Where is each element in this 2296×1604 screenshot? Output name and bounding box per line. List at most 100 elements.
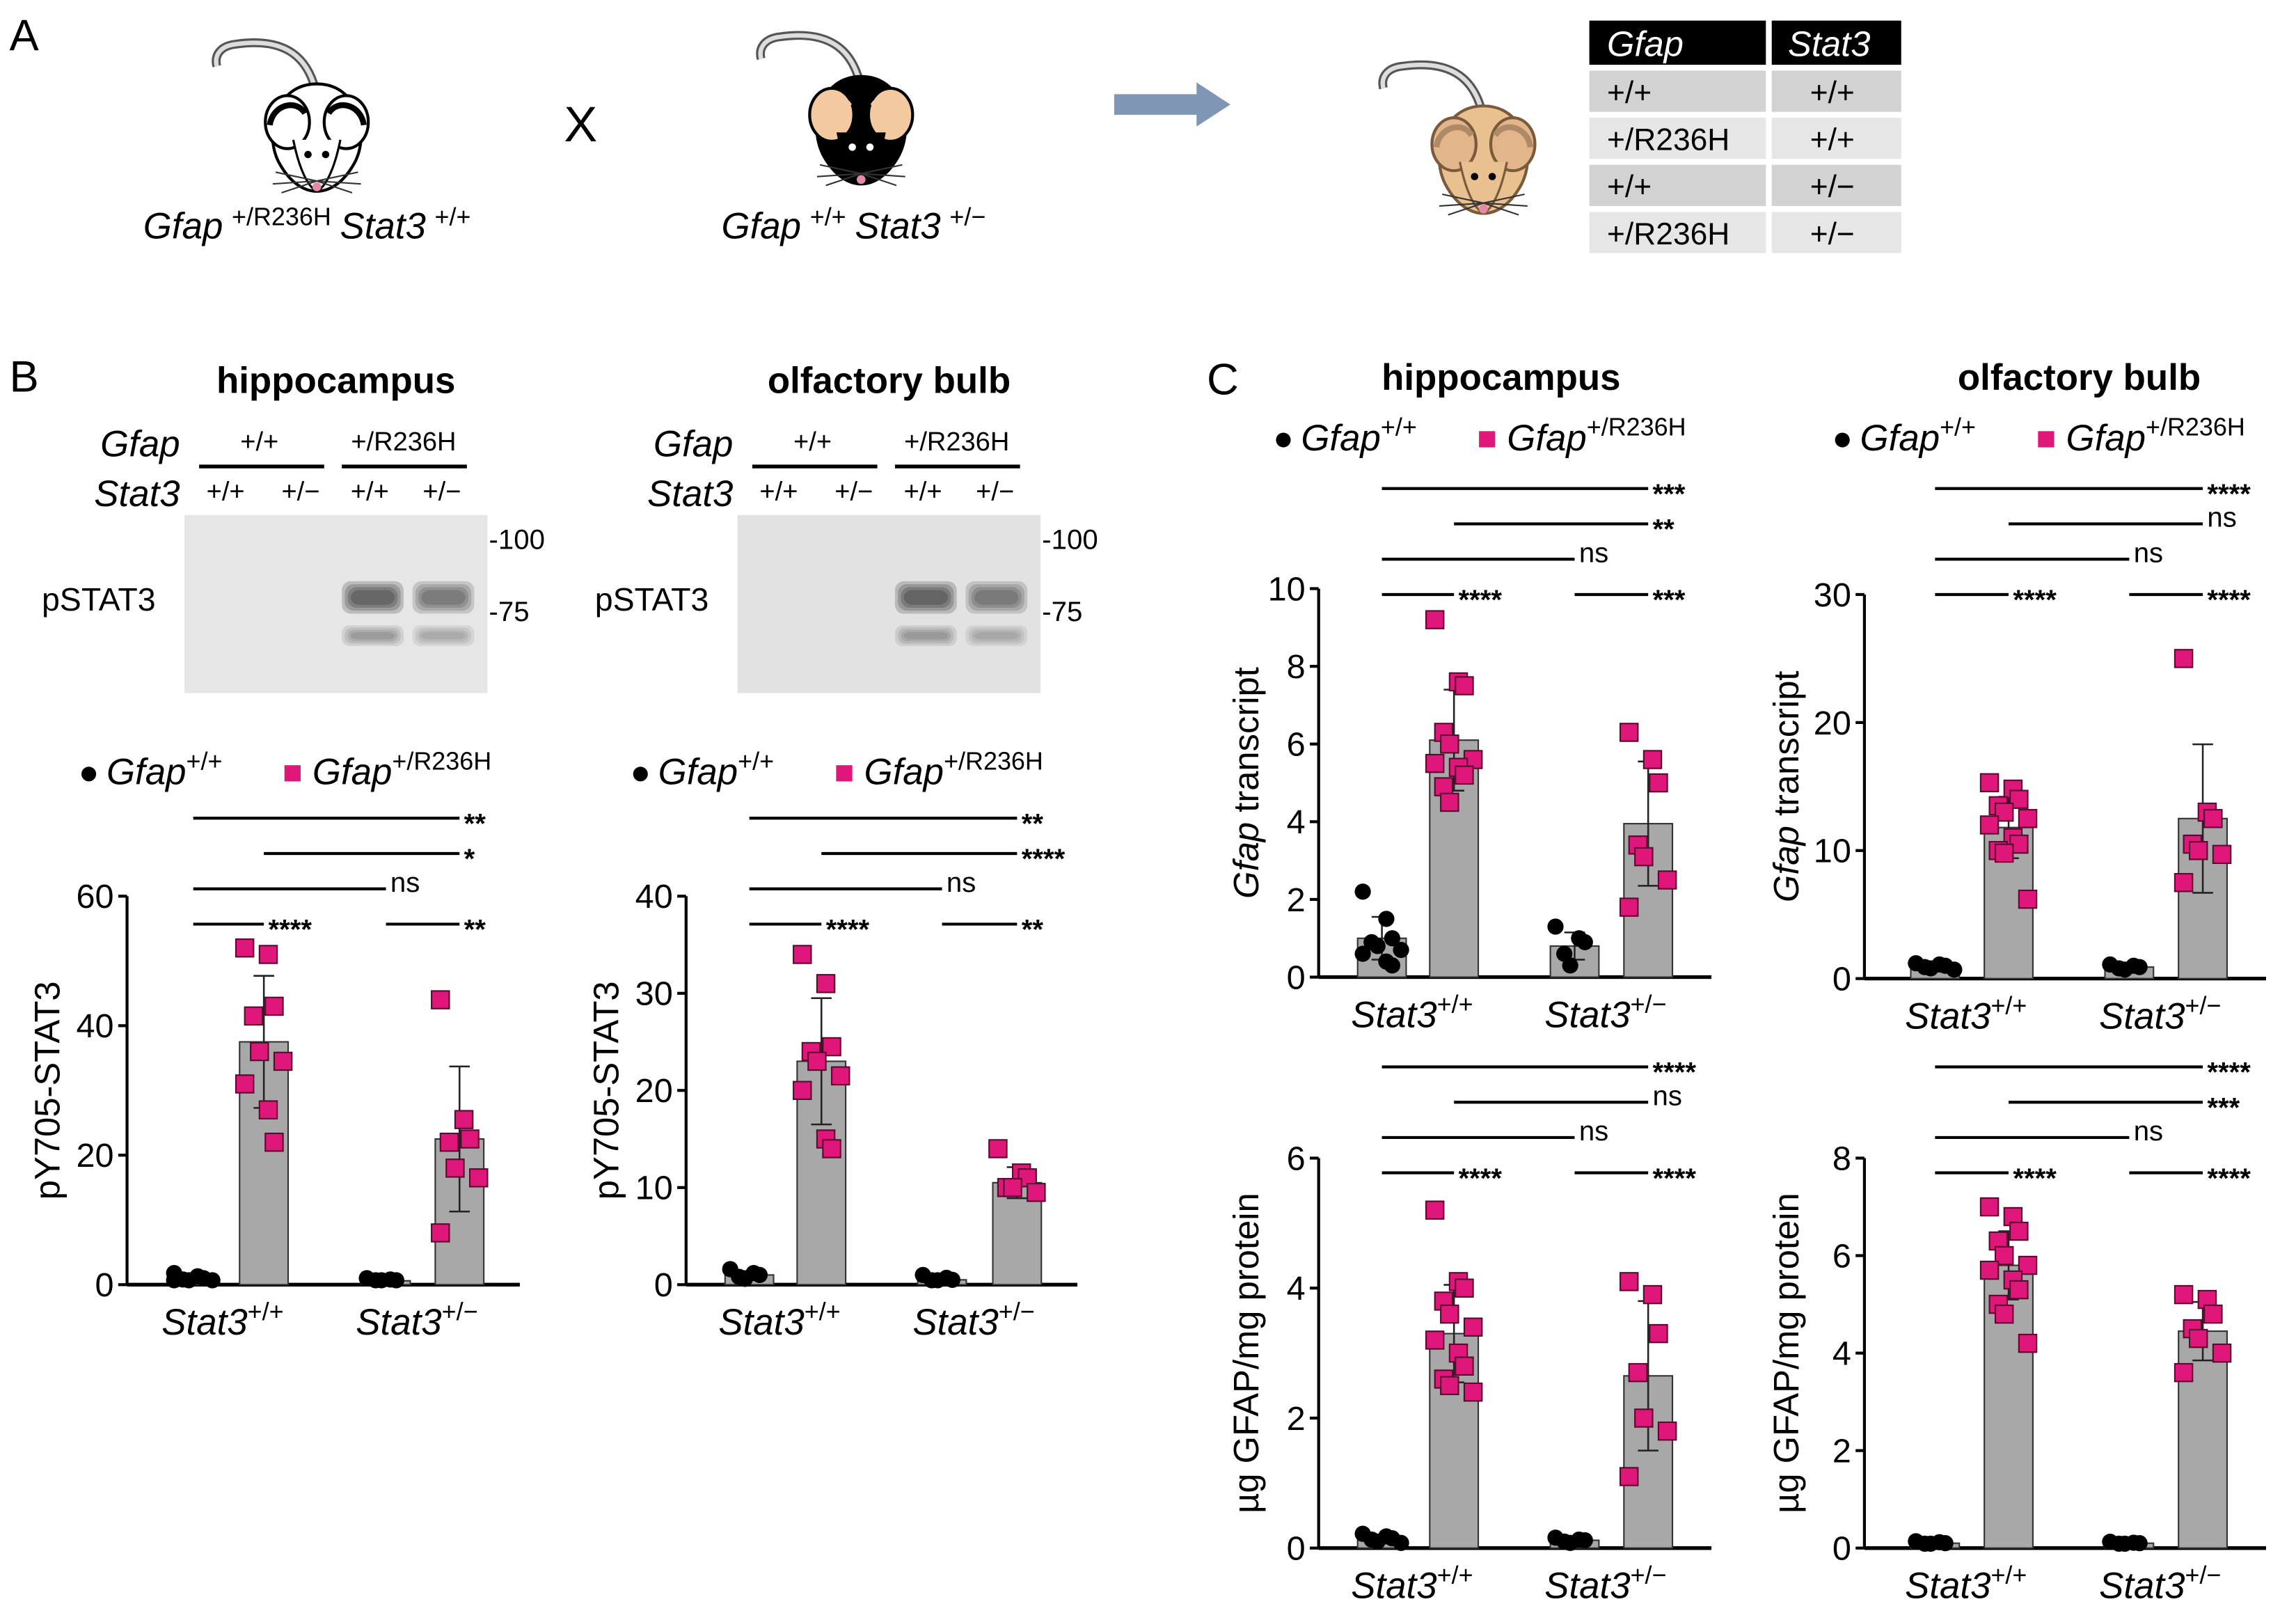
- data-point-mutant: [830, 1066, 850, 1086]
- data-point-mutant: [1979, 815, 2000, 835]
- y-tick-label: 0: [1287, 959, 1306, 996]
- stat3-row-label: Stat3: [647, 473, 733, 514]
- x-group-gene: Stat3: [912, 1302, 998, 1343]
- significance-label: ****: [1459, 584, 1503, 615]
- data-point-wildtype: [1354, 945, 1371, 962]
- marker-75: -75: [1042, 596, 1082, 627]
- y-axis-label-text: µg GFAP/mg protein: [1226, 1193, 1266, 1513]
- legend-circle-icon: [1276, 432, 1291, 448]
- data-point-mutant: [431, 990, 450, 1009]
- gfap-group-label: +/R236H: [351, 427, 456, 457]
- significance-label: ***: [2207, 1092, 2240, 1123]
- data-point-mutant: [2174, 872, 2194, 893]
- y-tick-label: 0: [1832, 1530, 1851, 1568]
- x-group-superscript: +/−: [1631, 989, 1667, 1018]
- pstat3-band: [898, 584, 954, 611]
- x-group-label: Stat3+/+: [1351, 1560, 1473, 1604]
- gfap-row-label: Gfap: [654, 423, 734, 464]
- legend-label-mutant: Gfap+/R236H: [312, 746, 491, 792]
- table-cell-text: +/R236H: [1607, 123, 1729, 157]
- legend-gene: Gfap: [1507, 418, 1587, 459]
- lane-label: +/+: [207, 478, 245, 507]
- x-group-superscript: +/−: [2185, 991, 2221, 1019]
- data-point-wildtype: [388, 1272, 404, 1289]
- data-point-mutant: [1619, 897, 1639, 917]
- data-point-mutant: [1619, 723, 1639, 742]
- data-point-wildtype: [1576, 1532, 1593, 1549]
- table-cell: [1589, 164, 1766, 206]
- data-point-mutant: [1455, 1278, 1474, 1298]
- x-group-superscript: +/+: [248, 1297, 284, 1326]
- x-group-gene: Stat3: [1351, 994, 1436, 1035]
- data-point-mutant: [1463, 1317, 1483, 1337]
- data-point-mutant: [1642, 1284, 1663, 1305]
- lower-band: [412, 625, 475, 646]
- data-point-mutant: [1440, 734, 1459, 754]
- legend-gene: Gfap: [106, 752, 187, 793]
- table-cell-text: +/+: [1810, 123, 1855, 157]
- y-tick-label: 10: [1268, 570, 1306, 608]
- y-tick-label: 4: [1287, 1270, 1306, 1307]
- y-tick-label: 2: [1832, 1433, 1851, 1470]
- parent1-gene1: Gfap: [143, 205, 223, 246]
- data-point-mutant: [1979, 1197, 2000, 1217]
- x-group-label: Stat3+/−: [2099, 1560, 2221, 1604]
- table-cell: [1771, 212, 1901, 253]
- x-group-label: Stat3+/−: [356, 1297, 477, 1343]
- legend-gene: Gfap: [2066, 418, 2146, 459]
- legend-label-wildtype: Gfap+/+: [1860, 413, 1976, 459]
- x-group-superscript: +/+: [805, 1297, 841, 1326]
- x-group-gene: Stat3: [1544, 1566, 1630, 1604]
- significance-label: ****: [2013, 584, 2057, 615]
- data-point-mutant: [1657, 870, 1677, 890]
- data-point-wildtype: [1369, 938, 1386, 954]
- panel-c-title-olfactory-bulb: olfactory bulb: [1958, 357, 2201, 398]
- x-group-gene: Stat3: [1544, 994, 1630, 1035]
- data-point-mutant: [2188, 1328, 2208, 1349]
- x-group-label: Stat3+/−: [1544, 989, 1666, 1035]
- significance-label: ****: [2207, 584, 2251, 615]
- parent1-gene2: Stat3: [340, 205, 425, 246]
- legend-square-icon: [284, 765, 301, 782]
- x-group-label: Stat3+/−: [1544, 1560, 1666, 1604]
- blot-membrane: [184, 514, 488, 693]
- x-group-label: Stat3+/+: [161, 1297, 283, 1343]
- data-point-mutant: [2203, 809, 2223, 828]
- gfap-group-label: +/+: [240, 427, 278, 457]
- table-header-cell: [1771, 20, 1901, 65]
- significance-label: *: [464, 843, 475, 874]
- y-tick-label: 2: [1287, 881, 1306, 919]
- significance-label: ns: [390, 867, 420, 898]
- y-tick-label: 6: [1287, 1140, 1306, 1177]
- cross-symbol: X: [564, 97, 597, 152]
- parent2-sup2: +/−: [949, 202, 985, 230]
- data-point-mutant: [468, 1168, 489, 1188]
- lane-label: +/−: [281, 478, 319, 507]
- data-point-mutant: [1440, 1376, 1459, 1396]
- x-group-superscript: +/−: [999, 1297, 1035, 1326]
- x-group-gene: Stat3: [161, 1302, 247, 1343]
- y-tick-label: 6: [1287, 726, 1306, 764]
- data-point-mutant: [250, 1041, 269, 1062]
- data-point-mutant: [1425, 610, 1445, 629]
- blot-title: hippocampus: [216, 360, 455, 401]
- table-header-label: Gfap: [1607, 24, 1684, 63]
- lower-band: [968, 627, 1024, 644]
- y-axis-label: µg GFAP/mg protein: [1226, 1193, 1266, 1513]
- legend-circle-icon: [1835, 432, 1850, 448]
- significance-label: ***: [1653, 478, 1686, 510]
- data-point-mutant: [2174, 1362, 2194, 1383]
- data-point-mutant: [807, 1051, 827, 1071]
- lane-label: +/−: [834, 478, 873, 507]
- y-axis-label: µg GFAP/mg protein: [1766, 1193, 1806, 1513]
- y-tick-label: 0: [95, 1266, 113, 1304]
- data-point-mutant: [2203, 1304, 2223, 1324]
- y-axis-label: pY705-STAT3: [587, 981, 626, 1200]
- data-point-mutant: [2018, 889, 2038, 909]
- data-point-mutant: [1994, 1304, 2014, 1324]
